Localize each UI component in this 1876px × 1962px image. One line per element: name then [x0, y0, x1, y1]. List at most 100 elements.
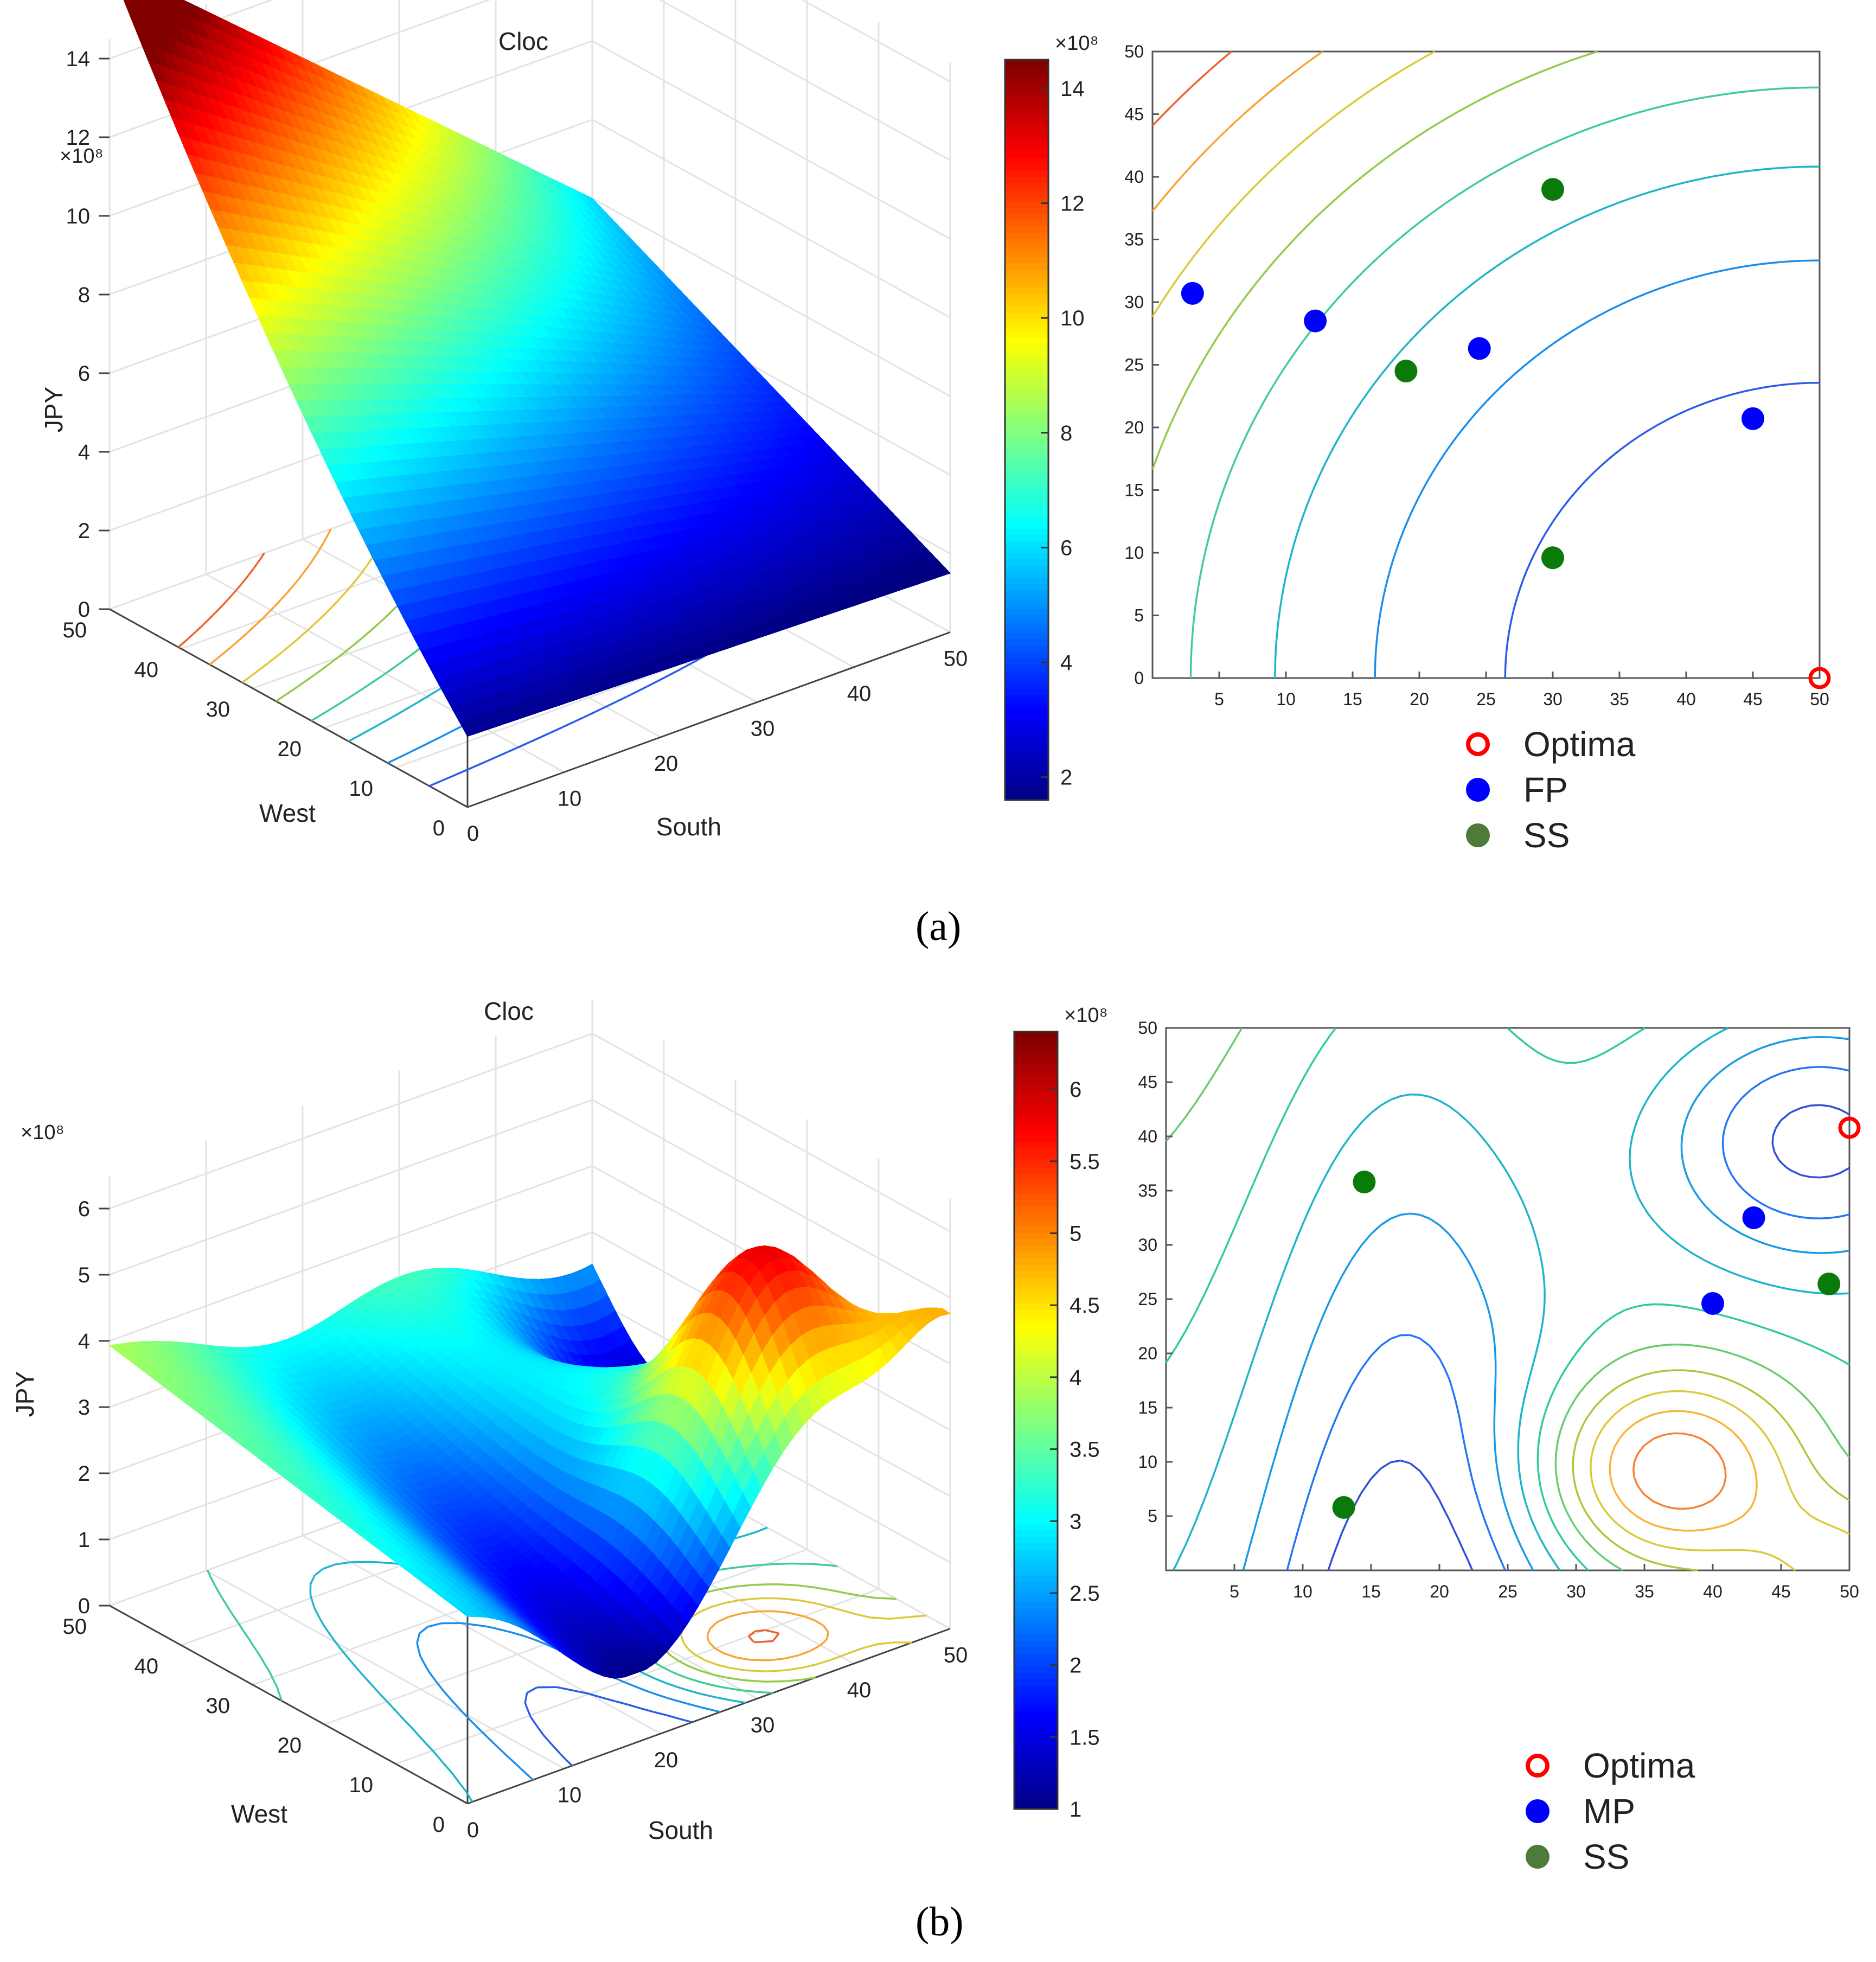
colorbar-band — [1005, 466, 1048, 474]
colorbar-band — [1005, 411, 1048, 418]
colorbar-band — [1005, 695, 1048, 702]
colorbar-band — [1005, 356, 1048, 363]
colorbar-band — [1005, 485, 1048, 493]
x-tick-label-b1: 25 — [1498, 1582, 1518, 1601]
x-tick-label-a1: 35 — [1610, 689, 1629, 709]
colorbar-band — [1005, 146, 1048, 153]
x-tick-label-a1: 5 — [1214, 689, 1224, 709]
south-tick-label-b: 20 — [654, 1748, 678, 1772]
colorbar-band — [1005, 300, 1048, 307]
colorbar-band — [1005, 97, 1048, 104]
colorbar-band — [1005, 276, 1048, 283]
colorbar-band — [1014, 1543, 1058, 1551]
colorbar-band — [1005, 232, 1048, 239]
colorbar-tick-label: 8 — [1060, 421, 1072, 445]
colorbar-band — [1014, 1686, 1058, 1693]
colorbar-band — [1014, 1316, 1058, 1324]
surface-chart-b: 01234560102030405001020304050Cloc×10⁸JPY… — [11, 997, 968, 1844]
colorbar-band — [1005, 282, 1048, 289]
colorbar-band — [1014, 1621, 1058, 1628]
colorbar-band — [1005, 189, 1048, 196]
colorbar-tick-label: 4 — [1070, 1366, 1081, 1390]
colorbar-band — [1014, 1090, 1058, 1097]
colorbar-band — [1005, 90, 1048, 98]
colorbar-band — [1005, 603, 1048, 610]
colorbar-tick-label: 1 — [1070, 1798, 1081, 1822]
y-tick-label-a1: 30 — [1124, 292, 1144, 312]
colorbar-band — [1005, 109, 1048, 116]
y-tick-label-b1: 25 — [1138, 1289, 1157, 1309]
z-axis-label-a: JPY — [40, 387, 68, 432]
z-tick-label-a: 2 — [78, 519, 90, 543]
x-tick-label-b1: 45 — [1771, 1582, 1791, 1601]
colorbar-band — [1014, 1453, 1058, 1460]
legend-marker-ss — [1526, 1845, 1550, 1869]
x-tick-label-b1: 35 — [1635, 1582, 1654, 1601]
colorbar-band — [1014, 1757, 1058, 1765]
legend-marker-optima — [1526, 1754, 1550, 1778]
colorbar-band — [1014, 1673, 1058, 1680]
colorbar-band — [1014, 1213, 1058, 1220]
colorbar-band — [1014, 1401, 1058, 1408]
south-tick-label-a: 10 — [558, 787, 582, 811]
colorbar-band — [1014, 1096, 1058, 1104]
colorbar-band — [1005, 312, 1048, 319]
colorbar-band — [1005, 60, 1048, 67]
colorbar-band — [1005, 158, 1048, 165]
colorbar-band — [1014, 1388, 1058, 1395]
colorbar-band — [1005, 417, 1048, 425]
contour-chart-b1: 5 10 15 20 25 30 35 40 45 50 5 10 15 20 25 30 35 40 45 50 Op… — [1138, 1018, 1861, 1876]
x-tick-label-a1: 10 — [1276, 689, 1296, 709]
colorbar-band — [1005, 455, 1048, 462]
colorbar-band — [1005, 658, 1048, 665]
colorbar-band — [1005, 343, 1048, 350]
y-tick-label-b1: 35 — [1138, 1181, 1157, 1200]
colorbar-band — [1014, 1349, 1058, 1357]
colorbar-band — [1005, 547, 1048, 554]
legend-label-optima: Optima — [1523, 725, 1636, 764]
colorbar-band — [1014, 1232, 1058, 1240]
colorbar-band — [1005, 707, 1048, 714]
colorbar-band — [1005, 497, 1048, 504]
west-tick-label-b: 30 — [206, 1694, 231, 1718]
colorbar-band — [1014, 1634, 1058, 1641]
colorbar-band — [1014, 1414, 1058, 1421]
colorbar-band — [1005, 208, 1048, 215]
colorbar-band — [1014, 1407, 1058, 1415]
colorbar-band — [1005, 269, 1048, 277]
legend-label-fp: FP — [1523, 770, 1568, 809]
colorbar-band — [1014, 1666, 1058, 1674]
colorbar-band — [1005, 473, 1048, 480]
colorbar-band — [1014, 1161, 1058, 1168]
south-axis-b — [467, 1628, 951, 1805]
chart-title-b: Cloc — [484, 997, 534, 1025]
colorbar-band — [1014, 1750, 1058, 1758]
colorbar-band — [1014, 1446, 1058, 1454]
colorbar-band — [1014, 1588, 1058, 1596]
colorbar-band — [1005, 374, 1048, 381]
colorbar-band — [1014, 1290, 1058, 1298]
west-tick-label-a: 20 — [278, 737, 302, 761]
south-axis-label-a: South — [656, 813, 721, 841]
colorbar-band — [1014, 1297, 1058, 1305]
south-axis-label-b: South — [648, 1816, 713, 1844]
colorbar-band — [1014, 1142, 1058, 1149]
colorbar-band — [1005, 652, 1048, 659]
colorbar-band — [1014, 1245, 1058, 1253]
south-tick-label-a: 40 — [847, 682, 872, 706]
colorbar-band — [1005, 738, 1048, 745]
marker-ss — [1817, 1273, 1841, 1295]
y-tick-label-a1: 15 — [1124, 481, 1144, 500]
colorbar-band — [1014, 1440, 1058, 1447]
colorbar-band — [1014, 1264, 1058, 1272]
z-tick-label-b: 6 — [78, 1197, 90, 1221]
colorbar-b: 1 1.5 2 2.5 3 3.5 4 4.5 5 5.5 6 ×10⁸ — [1013, 1004, 1108, 1822]
colorbar-band — [1005, 775, 1048, 782]
z-tick-label-a: 14 — [66, 47, 91, 71]
colorbar-tick-label: 3.5 — [1070, 1438, 1100, 1462]
colorbar-band — [1005, 572, 1048, 579]
colorbar-band — [1014, 1368, 1058, 1376]
colorbar-band — [1014, 1206, 1058, 1214]
colorbar-band — [1005, 442, 1048, 449]
colorbar-band — [1014, 1524, 1058, 1531]
